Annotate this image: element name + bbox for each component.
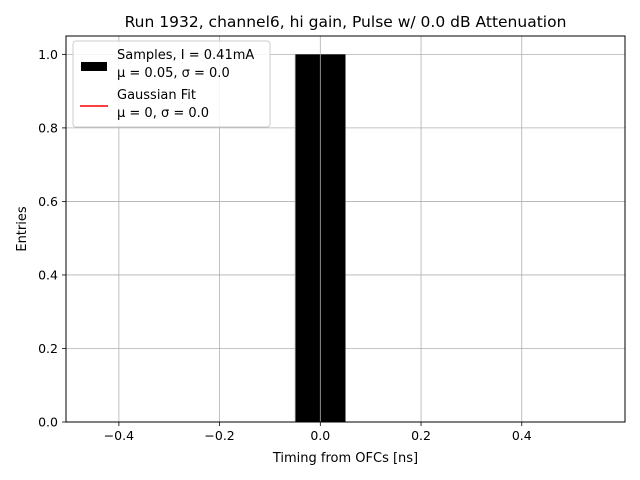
legend-entry-label: Samples, I = 0.41mA <box>117 48 254 63</box>
y-tick-label: 0.8 <box>38 120 58 135</box>
x-tick-label: 0.2 <box>411 428 431 443</box>
axis-ticks: −0.4 −0.2 0.0 0.2 0.4 0.0 0.2 0.4 0.6 0.8 1.0 <box>38 47 532 443</box>
x-tick-label: −0.4 <box>104 428 134 443</box>
legend-entry-stats: μ = 0, σ = 0.0 <box>117 106 209 121</box>
y-axis-label: Entries <box>15 206 30 252</box>
histogram-bars <box>294 54 346 422</box>
y-tick-label: 0.0 <box>38 415 58 430</box>
x-tick-label: −0.2 <box>204 428 234 443</box>
histogram-bar <box>295 54 321 422</box>
y-tick-label: 1.0 <box>38 47 58 62</box>
axes-frame <box>65 35 626 423</box>
legend-box <box>72 40 271 128</box>
legend-entry-stats: μ = 0.05, σ = 0.0 <box>117 66 230 81</box>
x-tick-label: 0.4 <box>512 428 532 443</box>
x-axis-label: Timing from OFCs [ns] <box>272 451 418 466</box>
y-tick-label: 0.2 <box>38 341 58 356</box>
histogram-bar <box>320 54 346 422</box>
legend-samples-swatch <box>81 62 107 71</box>
legend-entry-label: Gaussian Fit <box>117 88 196 103</box>
chart-title: Run 1932, channel6, hi gain, Pulse w/ 0.… <box>125 13 567 31</box>
x-tick-label: 0.0 <box>310 428 330 443</box>
y-tick-label: 0.6 <box>38 194 58 209</box>
y-tick-label: 0.4 <box>38 267 58 282</box>
legend: Samples, I = 0.41mA μ = 0.05, σ = 0.0 Gaus… <box>72 40 271 128</box>
